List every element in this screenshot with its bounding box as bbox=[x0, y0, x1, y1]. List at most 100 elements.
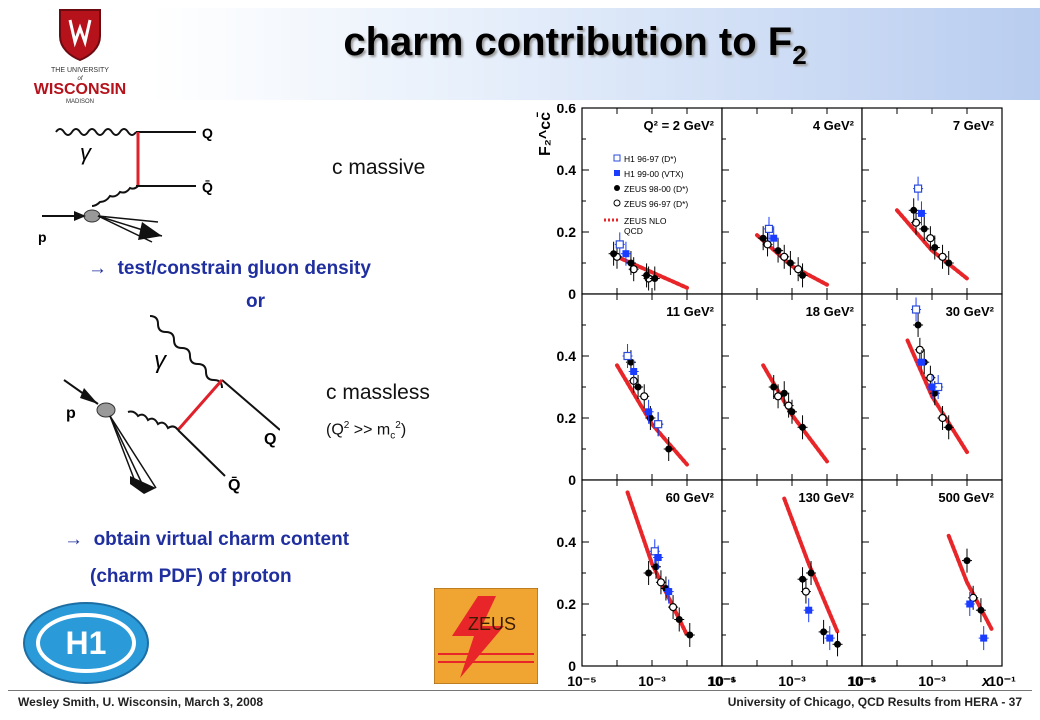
zeus-98-00-point bbox=[786, 259, 794, 267]
zeus-98-00-point bbox=[914, 321, 922, 329]
panel-q2-label: Q² = 2 GeV² bbox=[644, 118, 715, 133]
zeus-98-00-point bbox=[774, 247, 782, 255]
nlo-band bbox=[782, 496, 840, 634]
test-constrain-text: test/constrain gluon density bbox=[117, 258, 371, 279]
zeus-98-00-point bbox=[945, 259, 953, 267]
y-tick-label: 0.4 bbox=[557, 162, 577, 178]
zeus-98-00-point bbox=[759, 234, 767, 242]
zeus-96-97-point bbox=[629, 265, 638, 274]
zeus-98-00-point bbox=[945, 423, 953, 431]
zeus-98-00-point bbox=[799, 271, 807, 279]
chart-panel-frame bbox=[721, 479, 863, 667]
legend-nlo-label: ZEUS NLO bbox=[624, 216, 667, 226]
zeus-98-00-point bbox=[834, 640, 842, 648]
zeus-98-00-point bbox=[920, 225, 928, 233]
x-axis-label: x bbox=[981, 673, 991, 688]
h1-logo: H1 bbox=[20, 598, 152, 688]
footer-right: University of Chicago, QCD Results from … bbox=[727, 695, 1022, 709]
h1-99-00-point bbox=[645, 408, 653, 416]
legend-entry-label: ZEUS 98-00 (D*) bbox=[624, 184, 688, 194]
h1-99-00-point bbox=[665, 588, 673, 596]
h1-logo-text: H1 bbox=[66, 625, 107, 661]
x-tick-label: 10⁻¹ bbox=[848, 673, 876, 688]
zeus-96-97-point bbox=[926, 234, 935, 243]
zeus-96-97-point bbox=[938, 413, 947, 423]
h1-96-97-point bbox=[911, 305, 921, 314]
diagram1-q-label: Q bbox=[202, 125, 213, 141]
f2-charm-chart: F₂^cc̄ Q² = 2 GeV² 0 0.2 0.4 0.6 4 GeV² 7 GeV² 1… bbox=[535, 100, 1036, 690]
c-massive-label: c massive bbox=[332, 156, 426, 179]
y-tick-label: 0.2 bbox=[557, 224, 577, 240]
arrow-glyph: → bbox=[88, 258, 107, 279]
x-tick-label: 10⁻⁵ bbox=[847, 673, 877, 688]
wisconsin-logo: THE UNIVERSITY of WISCONSIN MADISON bbox=[14, 6, 146, 106]
h1-99-00-point bbox=[980, 634, 988, 642]
h1-96-97-point bbox=[615, 240, 624, 249]
chart-panel-frame bbox=[721, 293, 863, 481]
x-tick-label: 10⁻³ bbox=[918, 673, 946, 688]
legend-zeus-96-97-marker bbox=[613, 199, 621, 207]
h1-99-00-point bbox=[805, 606, 813, 614]
legend-h1-99-00-marker bbox=[614, 170, 620, 176]
y-tick-label: 0 bbox=[568, 286, 576, 302]
chart-panel-frame bbox=[581, 293, 723, 481]
y-tick-label: 0.4 bbox=[557, 348, 577, 364]
zeus-98-00-point bbox=[665, 445, 673, 453]
diagram2-qbar-label: Q̄ bbox=[228, 475, 240, 494]
h1-99-00-point bbox=[966, 600, 974, 608]
legend-zeus-98-00-marker bbox=[614, 185, 620, 191]
h1-96-97-point bbox=[650, 547, 659, 556]
zeus-98-00-point bbox=[643, 271, 651, 279]
h1-99-00-point bbox=[622, 250, 630, 258]
chart-panel-frame bbox=[861, 479, 1003, 667]
logo-line3: WISCONSIN bbox=[34, 81, 126, 98]
obtain-line1: → obtain virtual charm content bbox=[64, 529, 349, 551]
x-tick-label: 10⁻⁵ bbox=[707, 673, 737, 688]
massless-condition: (Q2 >> mc2) bbox=[326, 420, 407, 442]
h1-96-97-point bbox=[654, 420, 663, 429]
panel-q2-label: 11 GeV² bbox=[666, 304, 714, 319]
legend-entry-label: ZEUS 96-97 (D*) bbox=[624, 199, 688, 209]
y-tick-label: 0 bbox=[568, 658, 576, 674]
h1-99-00-point bbox=[917, 358, 925, 366]
zeus-98-00-point bbox=[931, 244, 939, 251]
h1-96-97-point bbox=[623, 351, 632, 361]
zeus-98-00-point bbox=[799, 423, 807, 431]
panel-q2-label: 30 GeV² bbox=[946, 304, 995, 319]
zeus-98-00-point bbox=[651, 275, 659, 282]
zeus-96-97-point bbox=[911, 218, 921, 227]
slide-title: charm contribution to F2 bbox=[343, 20, 807, 70]
zeus-98-00-point bbox=[627, 259, 635, 267]
legend-h1-96-97-marker bbox=[613, 154, 621, 162]
chart-svg: F₂^cc̄ Q² = 2 GeV² 0 0.2 0.4 0.6 4 GeV² 7 GeV² 1… bbox=[535, 100, 1016, 690]
zeus-96-97-point bbox=[915, 345, 924, 354]
zeus-logo: ZEUS bbox=[433, 587, 539, 685]
c-massless-label: c massless bbox=[326, 381, 430, 404]
test-constrain-line: → test/constrain gluon density bbox=[88, 258, 371, 280]
zeus-96-97-point bbox=[668, 603, 678, 612]
zeus-96-97-point bbox=[773, 392, 783, 401]
zeus-96-97-point bbox=[794, 265, 803, 274]
zeus-98-00-point bbox=[675, 616, 683, 623]
zeus-98-00-point bbox=[820, 628, 828, 636]
nlo-band bbox=[625, 490, 689, 637]
h1-96-97-point bbox=[913, 184, 923, 193]
legend-qcd-label: QCD bbox=[624, 226, 643, 236]
zeus-98-00-point bbox=[977, 606, 985, 614]
h1-99-00-point bbox=[917, 209, 925, 217]
zeus-96-97-point bbox=[801, 587, 811, 596]
h1-99-00-point bbox=[770, 234, 778, 242]
zeus-96-97-point bbox=[926, 373, 935, 382]
logo-line1: THE UNIVERSITY bbox=[51, 67, 109, 74]
zeus-98-00-point bbox=[770, 383, 778, 391]
zeus-98-00-point bbox=[931, 389, 939, 397]
x-tick-label: 10⁻³ bbox=[638, 673, 666, 688]
panel-q2-label: 60 GeV² bbox=[666, 490, 715, 505]
panel-q2-label: 4 GeV² bbox=[813, 118, 855, 133]
nlo-band bbox=[895, 208, 969, 281]
y-tick-label: 0.4 bbox=[557, 534, 577, 550]
zeus-logo-text: ZEUS bbox=[468, 614, 516, 634]
diagram1-p-label: p bbox=[38, 229, 47, 245]
h1-99-00-point bbox=[654, 554, 662, 561]
logo-line4: MADISON bbox=[66, 99, 94, 105]
